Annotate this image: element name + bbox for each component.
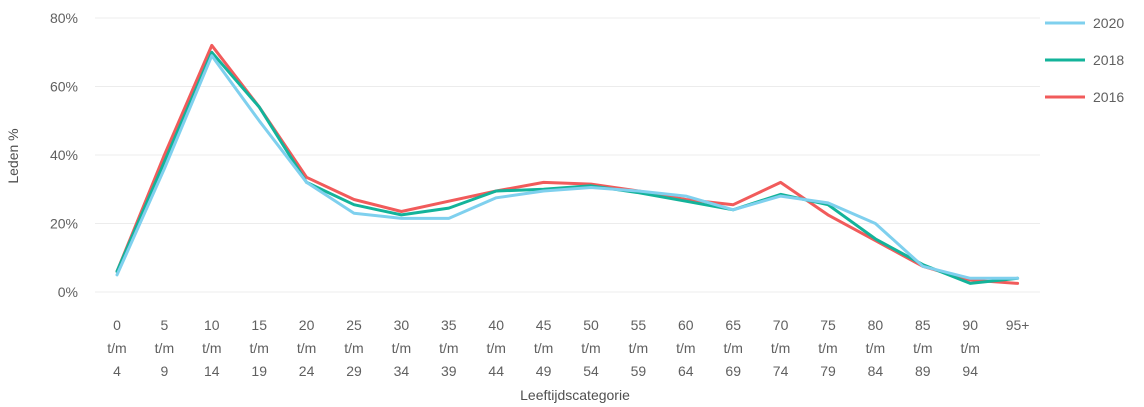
series-line-2020 — [115, 54, 1020, 280]
x-axis-title: Leeftijdscategorie — [520, 387, 630, 403]
x-tick-label: 15 t/m 19 — [249, 317, 268, 379]
x-tick-label: 90 t/m 94 — [960, 317, 979, 379]
x-tick-label: 35 t/m 39 — [439, 317, 458, 379]
x-tick-label: 70 t/m 74 — [771, 317, 790, 379]
legend-label-2018: 2018 — [1093, 52, 1124, 68]
x-tick-label: 5 t/m 9 — [155, 317, 174, 379]
y-tick-label: 0% — [58, 284, 78, 300]
y-axis: 0% 20% 40% 60% 80% — [50, 10, 78, 300]
legend-label-2020: 2020 — [1093, 15, 1124, 31]
gridlines — [95, 17, 1040, 293]
legend-label-2016: 2016 — [1093, 89, 1124, 105]
y-axis-title: Leden % — [5, 128, 21, 183]
x-tick-label: 95+ — [1006, 317, 1030, 333]
x-tick-label: 0 t/m 4 — [107, 317, 126, 379]
x-tick-label: 40 t/m 44 — [486, 317, 505, 379]
x-tick-label: 30 t/m 34 — [392, 317, 411, 379]
x-tick-label: 10 t/m 14 — [202, 317, 221, 379]
y-tick-label: 60% — [50, 79, 78, 95]
y-tick-label: 20% — [50, 216, 78, 232]
y-tick-label: 80% — [50, 10, 78, 26]
x-tick-label: 50 t/m 54 — [581, 317, 600, 379]
x-axis: 0 t/m 4 5 t/m 9 10 t/m 14 15 t/m 19 20 t/m 24 25 t/m 29 30… — [107, 317, 1029, 379]
x-tick-label: 55 t/m 59 — [629, 317, 648, 379]
x-tick-label: 45 t/m 49 — [534, 317, 553, 379]
series-line-2018 — [115, 50, 1020, 285]
x-tick-label: 60 t/m 64 — [676, 317, 695, 379]
x-tick-label: 80 t/m 84 — [866, 317, 885, 379]
x-tick-label: 75 t/m 79 — [818, 317, 837, 379]
x-tick-label: 20 t/m 24 — [297, 317, 316, 379]
y-tick-label: 40% — [50, 147, 78, 163]
x-tick-label: 65 t/m 69 — [723, 317, 742, 379]
series-line-2016 — [115, 43, 1020, 285]
x-tick-label: 25 t/m 29 — [344, 317, 363, 379]
series-lines — [115, 43, 1020, 285]
x-tick-label: 85 t/m 89 — [913, 317, 932, 379]
legend: 2020 2018 2016 — [1045, 15, 1124, 105]
